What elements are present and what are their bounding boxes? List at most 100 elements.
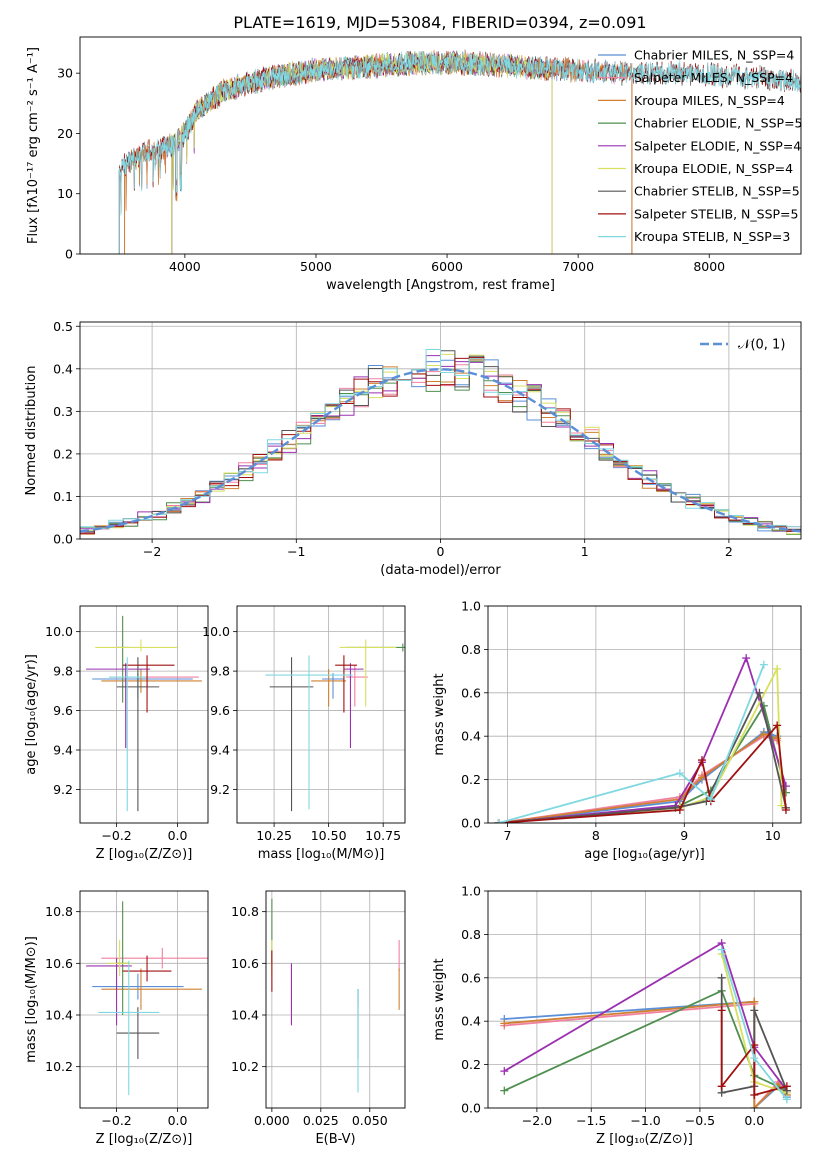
massweight_vs_age-point-marker [742,654,751,663]
spectrum-plot-area [118,49,801,254]
residuals-xtick-label: 0 [437,544,445,559]
mass_vs_Z-ytick-label: 10.2 [45,1059,73,1074]
spectrum-ylabel: Flux [fλ10⁻¹⁷ erg cm⁻² s⁻¹ A⁻¹] [26,47,41,244]
massweight_vs_age-point-marker [759,730,768,739]
residuals-ytick-label: 0.1 [53,489,73,504]
massweight_vs_Z-xtick-label: −2.0 [522,1113,552,1128]
spectrum-legend-label: Chabrier STELIB, N_SSP=5 [634,184,800,199]
spectrum-legend: Chabrier MILES, N_SSP=4 Salpeter MILES, N… [598,48,803,244]
gaussian-curve [80,368,801,533]
residuals-frame [79,321,802,540]
age_vs_mass-ytick-label: 9.4 [210,743,230,758]
residuals-legend-label: 𝒩(0, 1) [738,338,785,353]
mass_vs_Z-xtick-label: 0.0 [168,1113,188,1128]
spectrum-series-line [171,50,553,192]
age_vs_Z-xlabel: Z [log₁₀(Z/Z⊙)] [96,847,193,862]
massweight_vs_Z-ytick-label: 0.4 [461,1014,481,1029]
massweight_vs_age-point-marker [697,773,706,782]
mass_vs_EBV-ytick-label: 10.4 [231,1008,259,1023]
massweight_vs_Z-point-marker [500,1086,509,1095]
massweight_vs_Z-point-marker [717,945,726,954]
mass_vs_Z-ytick-label: 10.8 [45,904,73,919]
mass_vs_Z-frame [79,890,209,1109]
age_vs_mass-xtick-label: 10.50 [311,828,347,843]
massweight_vs_age-ytick-label: 0.0 [461,816,481,831]
spectrum-legend-label: Kroupa ELODIE, N_SSP=4 [634,161,793,176]
massweight_vs_Z-xlabel: Z [log₁₀(Z/Z⊙)] [596,1132,693,1147]
massweight_vs_age-ytick-label: 0.2 [461,772,481,787]
massweight_vs_Z-point-marker [750,1104,759,1108]
massweight_vs_Z-xtick-label: −1.0 [630,1113,660,1128]
massweight_vs_age-point-marker [675,805,684,814]
residuals-xtick-label: −1 [287,544,305,559]
age_vs_Z-xtick-label: 0.0 [168,828,188,843]
age_vs_mass-xtick-label: 10.75 [365,828,401,843]
mass_vs_Z-axes: −0.2 0.0 10.2 10.4 10.6 10.8 Z [log₁₀(Z/Z⊙)] ma… [24,890,209,1147]
spectrum-legend-label: Chabrier MILES, N_SSP=4 [634,48,794,63]
massweight_vs_age-ytick-label: 0.6 [461,685,481,700]
massweight_vs_age-point-marker [759,660,768,669]
residuals-ytick-label: 0.2 [53,446,73,461]
age_vs_mass-axes: 10.25 10.50 10.75 9.2 9.4 9.6 9.8 10.0 mass [log… [202,605,406,862]
massweight_vs_age-point-marker [773,664,782,673]
massweight_vs_Z-xtick-label: −1.5 [576,1113,606,1128]
age_vs_mass-ytick-label: 10.0 [202,624,230,639]
figure-suptitle: PLATE=1619, MJD=53084, FIBERID=0394, z=0… [233,13,646,32]
residuals-xtick-label: 1 [581,544,589,559]
spectrum-legend-label: Salpeter MILES, N_SSP=4 [634,70,793,85]
residuals-ytick-label: 0.4 [53,361,73,376]
mass_vs_Z-xlabel: Z [log₁₀(Z/Z⊙)] [96,1132,193,1147]
massweight_vs_age-ytick-label: 0.8 [461,642,481,657]
massweight_vs_age-xtick-label: 10 [765,828,781,843]
age_vs_Z-xtick-label: −0.2 [101,828,131,843]
age_vs_Z-ytick-label: 9.2 [53,782,73,797]
mass_vs_Z-xtick-label: −0.2 [101,1113,131,1128]
spectrum-ytick-label: 10 [57,186,73,201]
massweight_vs_Z-point-marker [750,1054,759,1063]
massweight_vs_age-ytick-label: 1.0 [461,599,481,614]
spectrum-series-line [118,50,801,216]
mass_vs_EBV-axes: 0.000 0.025 0.050 10.2 10.4 10.6 10.8 E(B-V) [231,890,406,1147]
age_vs_mass-xlabel: mass [log₁₀(M/M⊙)] [258,847,385,862]
massweight_vs_age-series-line [498,664,765,823]
massweight_vs_age-point-marker [755,688,764,697]
age_vs_mass-ytick-label: 9.2 [210,782,230,797]
age_vs_mass-frame [236,605,406,824]
mass_vs_EBV-plot-area [271,898,400,1093]
massweight_vs_Z-point-marker [782,1082,791,1091]
massweight_vs_age-point-marker [675,769,684,778]
age_vs_Z-ytick-label: 10.0 [45,624,73,639]
massweight_vs_Z-ylabel: mass weight [432,958,447,1040]
residuals-ylabel: Normed distribution [24,366,39,496]
residuals-xlabel: (data-model)/error [380,563,501,578]
age_vs_Z-ytick-label: 9.8 [53,664,73,679]
mass_vs_Z-ylabel: mass [log₁₀(M/M⊙)] [24,936,39,1063]
spectrum-legend-label: Salpeter STELIB, N_SSP=5 [634,206,798,221]
residuals-xtick-label: 2 [725,544,733,559]
massweight_vs_age-frame [487,605,802,824]
massweight_vs_age-point-marker [697,756,706,765]
massweight_vs_Z-point-marker [750,1090,759,1099]
massweight_vs_Z-ytick-label: 0.6 [461,970,481,985]
age_vs_mass-ytick-label: 9.6 [210,703,230,718]
age_vs_mass-ytick-label: 9.8 [210,664,230,679]
age_vs_Z-ytick-label: 9.4 [53,743,73,758]
mass_vs_EBV-xtick-label: 0.025 [303,1113,339,1128]
massweight_vs_Z-plot-area [500,939,791,1108]
spectrum-xtick-label: 5000 [300,259,332,274]
spectrum-xtick-label: 4000 [169,259,201,274]
massweight_vs_age-point-marker [777,801,786,810]
mass_vs_Z-plot-area [86,901,208,1096]
massweight_vs_Z-point-marker [717,1006,726,1015]
massweight_vs_Z-series-line [503,941,788,1092]
massweight_vs_age-point-marker [706,795,715,804]
massweight_vs_age-series-line [498,723,787,823]
age_vs_Z-frame [79,605,209,824]
mass_vs_Z-ytick-label: 10.4 [45,1008,73,1023]
massweight_vs_Z-xtick-label: −0.5 [685,1113,715,1128]
residuals-axes: −2 −1 0 1 2 0.0 0.1 0.2 0.3 0.4 0.5 (data-model)/er… [24,319,802,578]
spectrum-ytick-label: 30 [57,66,73,81]
mass_vs_EBV-ytick-label: 10.2 [231,1059,259,1074]
massweight_vs_Z-point-marker [500,1019,509,1028]
